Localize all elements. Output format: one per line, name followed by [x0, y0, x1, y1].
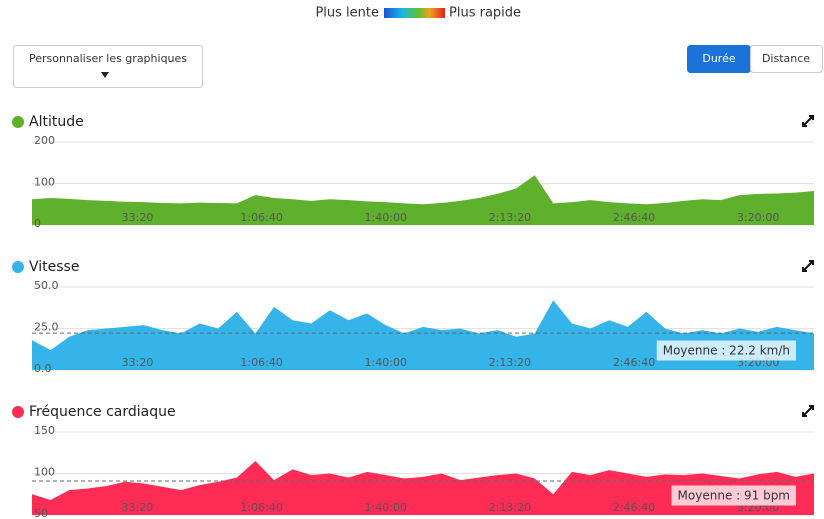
x-tick-label: 1:06:40	[240, 356, 282, 369]
y-tick-label: 0.0	[34, 362, 52, 375]
x-tick-label: 2:46:40	[613, 211, 655, 224]
x-tick-label: 2:46:40	[613, 501, 655, 514]
y-tick-label: 0	[34, 217, 41, 230]
distance-button[interactable]: Distance	[750, 45, 823, 73]
customize-button[interactable]: Personnaliser les graphiques	[13, 45, 203, 88]
y-tick-label: 100	[34, 176, 55, 189]
expand-icon	[802, 405, 814, 417]
x-tick-label: 1:40:00	[365, 501, 407, 514]
x-tick-label: 1:06:40	[240, 501, 282, 514]
x-tick-label: 2:13:20	[489, 356, 531, 369]
x-tick-label: 33:20	[122, 211, 154, 224]
chart-title: Fréquence cardiaque	[29, 404, 176, 420]
mean-badge: Moyenne : 22.2 km/h	[656, 340, 796, 361]
mean-badge-bg	[656, 340, 796, 361]
x-tick-label: 2:13:20	[489, 211, 531, 224]
y-tick-label: 100	[34, 466, 55, 479]
mean-label: Moyenne : 91 bpm	[678, 489, 790, 503]
x-tick-label: 1:40:00	[365, 211, 407, 224]
customize-label: Personnaliser les graphiques	[29, 52, 187, 65]
x-tick-label: 1:06:40	[240, 211, 282, 224]
distance-label: Distance	[762, 52, 810, 65]
legend-slow: Plus lente	[315, 6, 379, 21]
y-tick-label: 25.0	[34, 321, 59, 334]
x-tick-label: 2:13:20	[489, 501, 531, 514]
y-tick-label: 200	[34, 134, 55, 147]
mean-label: Moyenne : 22.2 km/h	[663, 344, 790, 358]
y-tick-label: 50	[34, 507, 48, 519]
y-tick-label: 150	[34, 424, 55, 437]
x-tick-label: 33:20	[122, 501, 154, 514]
speed-gradient	[384, 8, 445, 18]
area	[32, 300, 814, 370]
legend-dot	[12, 261, 24, 273]
mean-badge: Moyenne : 91 bpm	[671, 485, 796, 506]
legend-dot	[12, 406, 24, 418]
expand-icon	[802, 260, 814, 272]
expand-icon	[802, 115, 814, 127]
x-tick-label: 2:46:40	[613, 356, 655, 369]
area	[32, 175, 814, 225]
legend-fast: Plus rapide	[449, 6, 521, 21]
mean-badge-bg	[671, 485, 796, 506]
area	[32, 461, 814, 515]
chart-title: Vitesse	[29, 259, 79, 275]
duration-label: Durée	[702, 52, 735, 65]
duration-button[interactable]: Durée	[687, 45, 751, 73]
x-tick-label: 33:20	[122, 356, 154, 369]
x-tick-label: 3:20:00	[737, 211, 779, 224]
x-tick-label: 1:40:00	[365, 356, 407, 369]
legend-dot	[12, 116, 24, 128]
y-tick-label: 50.0	[34, 279, 59, 292]
chart-title: Altitude	[29, 114, 84, 130]
